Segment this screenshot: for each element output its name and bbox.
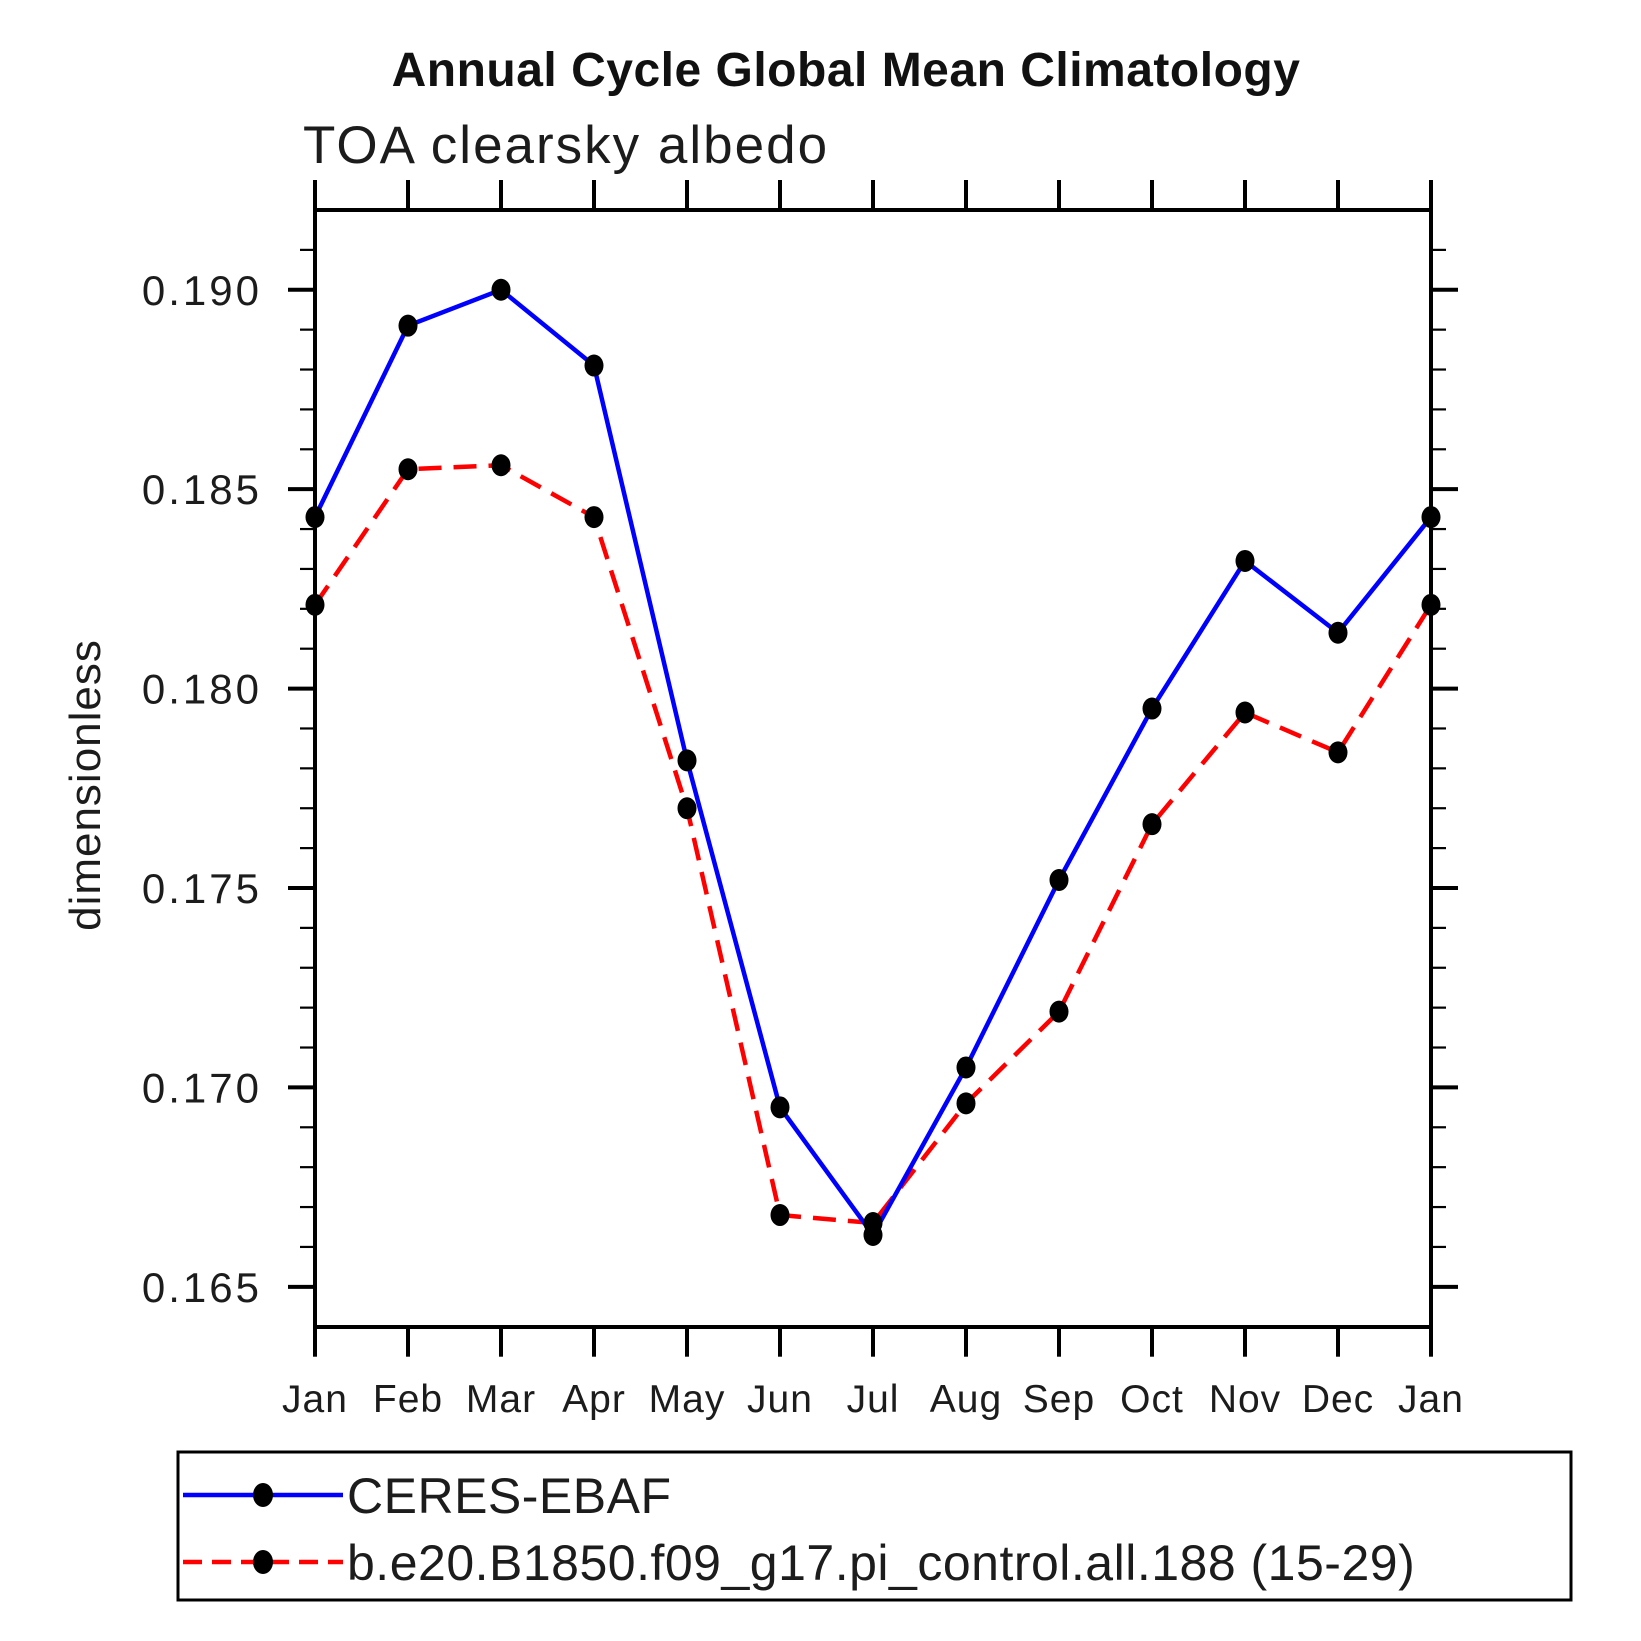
x-tick-label: Jan: [1398, 1378, 1464, 1421]
x-tick-label: Mar: [466, 1378, 536, 1421]
data-point-marker: [491, 454, 511, 477]
data-point-marker: [584, 354, 604, 377]
axis-tick-labels: 0.165 0.170 0.175 0.180 0.185 0.190 Jan Feb Mar A…: [142, 267, 1464, 1421]
y-tick-label: 0.180: [142, 666, 262, 713]
data-point-marker: [677, 749, 697, 772]
axis-ticks: [288, 180, 1458, 1357]
x-tick-label: Oct: [1120, 1378, 1184, 1421]
data-point-marker: [956, 1092, 976, 1115]
legend-box: [176, 1450, 1573, 1602]
chart-subtitle: TOA clearsky albedo: [303, 116, 829, 175]
data-point-marker: [398, 314, 418, 337]
data-point-marker: [770, 1096, 790, 1119]
data-point-marker: [1142, 813, 1162, 836]
x-tick-label: Apr: [562, 1378, 626, 1421]
x-tick-label: Dec: [1302, 1378, 1374, 1421]
data-point-marker: [1328, 741, 1348, 764]
data-point-marker: [398, 458, 418, 481]
legend-rows: [183, 1483, 343, 1574]
x-tick-label: Jun: [747, 1378, 813, 1421]
x-tick-label: Feb: [373, 1378, 443, 1421]
data-point-marker: [1235, 701, 1255, 724]
y-tick-label: 0.185: [142, 466, 262, 513]
data-series: [305, 278, 1441, 1246]
legend-marker: [253, 1483, 273, 1507]
data-point-marker: [770, 1204, 790, 1227]
data-point-marker: [1049, 869, 1069, 892]
data-point-marker: [1049, 1000, 1069, 1023]
data-point-marker: [677, 797, 697, 820]
data-point-marker: [956, 1056, 976, 1079]
y-tick-label: 0.175: [142, 865, 262, 912]
y-axis-label: dimensionless: [61, 639, 110, 931]
data-point-marker: [1328, 621, 1348, 644]
x-tick-label: Jul: [847, 1378, 900, 1421]
x-tick-label: Aug: [930, 1378, 1002, 1421]
data-point-marker: [863, 1212, 883, 1235]
x-tick-label: Sep: [1023, 1378, 1095, 1421]
legend-label-ceres: CERES-EBAF: [347, 1468, 672, 1524]
legend-label-model: b.e20.B1850.f09_g17.pi_control.all.188 (…: [347, 1535, 1415, 1591]
series-line-ceres: [312, 287, 1433, 1240]
chart-title: Annual Cycle Global Mean Climatology: [392, 44, 1301, 97]
data-point-marker: [491, 278, 511, 301]
x-tick-label: Nov: [1209, 1378, 1281, 1421]
legend-marker: [253, 1550, 273, 1574]
x-tick-label: Jan: [282, 1378, 348, 1421]
plot-box: [313, 208, 1433, 1329]
legend: CERES-EBAF b.e20.B1850.f09_g17.pi_contro…: [176, 1450, 1573, 1602]
y-tick-label: 0.190: [142, 267, 262, 314]
x-tick-label: May: [649, 1378, 726, 1421]
data-point-marker: [584, 506, 604, 529]
data-point-marker: [1235, 549, 1255, 572]
series-line-model: [313, 462, 1433, 1226]
data-point-marker: [1142, 697, 1162, 720]
y-tick-label: 0.170: [142, 1064, 262, 1111]
y-tick-label: 0.165: [142, 1264, 262, 1311]
